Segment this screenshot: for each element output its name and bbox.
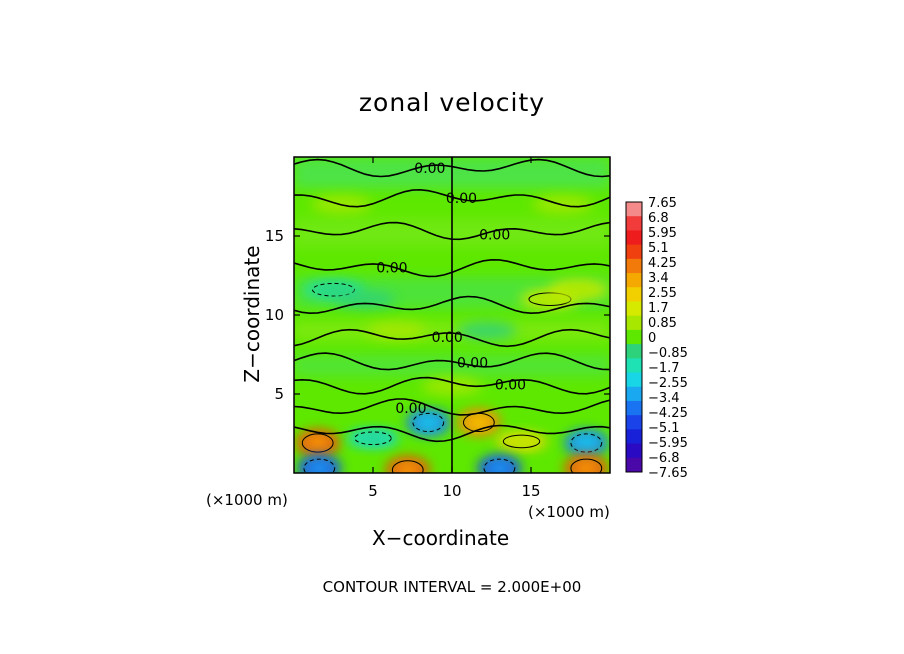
x-unit-label: (×1000 m) — [528, 503, 610, 521]
colorbar-swatch-15 — [626, 415, 642, 430]
colorbar-label-3: 5.1 — [648, 241, 669, 256]
colorbar-swatch-10 — [626, 344, 642, 359]
colorbar-swatch-4 — [626, 258, 642, 274]
feature-1 — [564, 429, 609, 456]
colorbar-label-10: −0.85 — [648, 346, 688, 361]
contour-label-0: 0.00 — [414, 161, 445, 177]
colorbar-label-8: 0.85 — [648, 316, 677, 331]
colorbar-label-11: −1.7 — [648, 361, 680, 376]
feature-6 — [297, 455, 342, 473]
contour-label-2: 0.00 — [479, 227, 510, 243]
feature-5 — [495, 432, 548, 451]
colorbar-label-17: −6.8 — [648, 451, 680, 466]
colorbar-label-14: −4.25 — [648, 406, 688, 421]
y-axis-label: Z−coordinate — [240, 245, 264, 383]
axes: 5 10 15 5 10 15 — [265, 157, 610, 500]
contour-label-4: 0.00 — [432, 330, 463, 346]
feature-9 — [564, 455, 609, 473]
colorbar-label-9: 0 — [648, 331, 656, 346]
colorbar-label-1: 6.8 — [648, 211, 669, 226]
colorbar-frame — [625, 201, 643, 473]
colorbar-swatch-1 — [626, 216, 642, 231]
contour-label-7: 0.00 — [395, 401, 426, 417]
colorbar-label-4: 4.25 — [648, 256, 677, 271]
x-tick-label-0: 5 — [368, 482, 378, 500]
feature-7 — [385, 456, 430, 473]
feature-3 — [456, 409, 501, 436]
x-tick-label-1: 10 — [442, 482, 461, 500]
colorbar-label-16: −5.95 — [648, 436, 688, 451]
colorbar-label-0: 7.65 — [648, 196, 677, 211]
x-axis-label: X−coordinate — [372, 526, 510, 550]
colorbar-label-13: −3.4 — [648, 391, 680, 406]
feature-4 — [347, 429, 399, 448]
colorbar-swatch-8 — [626, 315, 642, 331]
feature-2 — [406, 409, 451, 436]
y-tick-label-1: 10 — [265, 306, 284, 324]
feature-13 — [548, 280, 609, 299]
colorbar-swatch-12 — [626, 372, 642, 388]
colorbar: 7.656.85.955.14.253.42.551.70.850−0.85−1… — [625, 196, 688, 481]
contour-interval-note: CONTOUR INTERVAL = 2.000E+00 — [322, 578, 582, 596]
colorbar-swatch-17 — [626, 443, 642, 459]
zero-contours — [294, 157, 610, 473]
contour-labels: 0.000.000.000.000.000.000.000.00 — [376, 161, 526, 417]
contour-label-3: 0.00 — [376, 261, 407, 277]
feature-14 — [366, 321, 427, 340]
x-tick-label-2: 15 — [521, 482, 540, 500]
y-tick-label-0: 5 — [274, 385, 284, 403]
colorbar-swatch-3 — [626, 244, 642, 260]
colorbar-label-15: −5.1 — [648, 421, 680, 436]
colorbar-swatch-11 — [626, 358, 642, 374]
velocity-features — [295, 195, 609, 473]
z-unit-label: (×1000 m) — [206, 491, 288, 509]
chart-title: zonal velocity — [358, 88, 546, 117]
colorbar-swatch-13 — [626, 386, 642, 402]
y-tick-label-2: 15 — [265, 227, 284, 245]
contour-label-6: 0.00 — [495, 378, 526, 394]
contour-label-5: 0.00 — [457, 355, 488, 371]
feature-15 — [456, 321, 517, 340]
feature-0 — [295, 429, 340, 456]
feature-11 — [335, 290, 396, 309]
contour-label-1: 0.00 — [446, 191, 477, 207]
colorbar-swatch-14 — [626, 400, 642, 416]
colorbar-swatch-9 — [626, 329, 642, 345]
colorbar-label-5: 3.4 — [648, 271, 669, 286]
colorbar-swatch-7 — [626, 301, 642, 317]
colorbar-swatch-6 — [626, 287, 642, 302]
colorbar-label-7: 1.7 — [648, 301, 669, 316]
colorbar-label-18: −7.65 — [648, 466, 688, 481]
colorbar-label-2: 5.95 — [648, 226, 677, 241]
feature-8 — [477, 455, 522, 473]
colorbar-swatch-5 — [626, 273, 642, 288]
colorbar-label-12: −2.55 — [648, 376, 688, 391]
colorbar-swatch-18 — [626, 457, 642, 473]
colorbar-swatch-2 — [626, 230, 642, 246]
colorbar-label-6: 2.55 — [648, 286, 677, 301]
colorbar-swatch-0 — [626, 202, 642, 217]
colorbar-swatch-16 — [626, 429, 642, 445]
